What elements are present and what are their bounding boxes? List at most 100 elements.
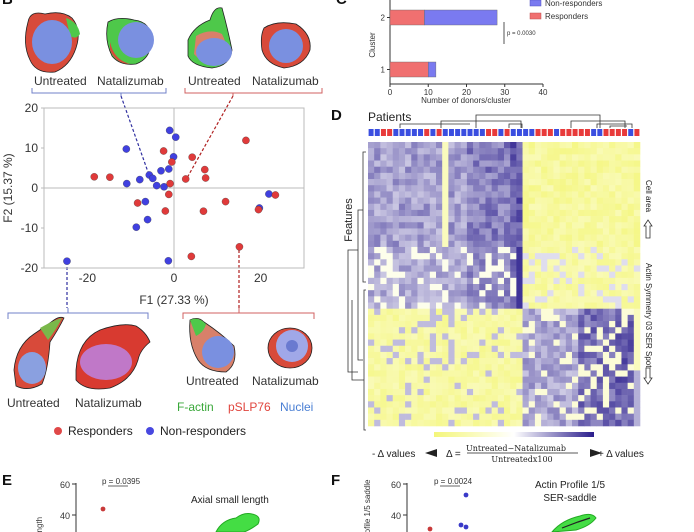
heatmap-cell bbox=[423, 302, 431, 309]
heatmap-cell bbox=[374, 265, 381, 272]
heatmap-cell bbox=[491, 388, 499, 396]
heatmap-cell bbox=[572, 407, 579, 414]
heatmap-cell bbox=[621, 351, 628, 359]
heatmap-cell bbox=[442, 345, 449, 353]
heatmap-cell bbox=[473, 228, 480, 235]
heatmap-cell bbox=[436, 179, 443, 186]
patient-marker-non-responder bbox=[467, 129, 473, 136]
heatmap-cell bbox=[596, 333, 604, 340]
heatmap-cell bbox=[516, 197, 523, 205]
heatmap-cell bbox=[417, 413, 424, 421]
heatmap-cell bbox=[565, 265, 573, 272]
heatmap-cell bbox=[386, 376, 394, 384]
heatmap-cell bbox=[522, 339, 530, 347]
heatmap-cell bbox=[479, 419, 486, 427]
heatmap-cell bbox=[578, 253, 585, 260]
heatmap-cell bbox=[374, 339, 381, 347]
heatmap-cell bbox=[460, 172, 468, 180]
heatmap-cell bbox=[528, 216, 536, 223]
heatmap-cell bbox=[454, 191, 462, 198]
heatmap-cell bbox=[368, 216, 375, 223]
heatmap-cell bbox=[368, 407, 375, 414]
heatmap-cell bbox=[584, 191, 591, 198]
heatmap-cell bbox=[615, 407, 622, 414]
heatmap-cell bbox=[386, 197, 394, 205]
heatmap-cell bbox=[497, 216, 505, 223]
heatmap-cell bbox=[504, 333, 511, 340]
heatmap-cell bbox=[510, 333, 517, 340]
pca-point-responders bbox=[168, 158, 176, 166]
heatmap-cell bbox=[417, 284, 424, 291]
heatmap-cell bbox=[590, 203, 598, 211]
heatmap-cell bbox=[621, 166, 628, 174]
heatmap-cell bbox=[553, 185, 560, 192]
heatmap-cell bbox=[405, 333, 412, 340]
panel-e-tick-label-60: 60 bbox=[60, 480, 70, 490]
heatmap-cell bbox=[454, 290, 462, 297]
heatmap-cell bbox=[429, 216, 437, 223]
heatmap-cell bbox=[596, 314, 604, 322]
heatmap-cell bbox=[380, 333, 387, 340]
heatmap-cell bbox=[559, 191, 567, 198]
heatmap-cell bbox=[398, 222, 406, 229]
heatmap-cell bbox=[522, 259, 530, 266]
heatmap-cell bbox=[374, 142, 381, 149]
heatmap-cell bbox=[429, 222, 437, 229]
heatmap-cell bbox=[528, 234, 536, 242]
heatmap-cell bbox=[448, 395, 455, 402]
heatmap-cell bbox=[473, 284, 480, 291]
heatmap-cell bbox=[398, 197, 406, 205]
heatmap-cell bbox=[436, 308, 443, 316]
heatmap-cell bbox=[553, 376, 560, 384]
heatmap-cell bbox=[466, 413, 474, 421]
heatmap-cell bbox=[497, 209, 505, 217]
heatmap-cell bbox=[565, 388, 573, 396]
heatmap-cell bbox=[491, 228, 499, 235]
heatmap-cell bbox=[386, 339, 394, 347]
heatmap-cell bbox=[448, 160, 455, 167]
heatmap-cell bbox=[504, 296, 511, 303]
heatmap-cell bbox=[497, 277, 505, 285]
heatmap-cell bbox=[442, 351, 449, 359]
heatmap-cell bbox=[436, 339, 443, 347]
heatmap-cell bbox=[368, 228, 375, 235]
heatmap-cell bbox=[442, 358, 449, 365]
heatmap-cell bbox=[596, 271, 604, 279]
heatmap-cell bbox=[627, 197, 635, 205]
heatmap-cell bbox=[460, 253, 468, 260]
heatmap-cell bbox=[466, 284, 474, 291]
heatmap-cell bbox=[448, 290, 455, 297]
heatmap-cell bbox=[491, 154, 499, 161]
heatmap-cell bbox=[528, 148, 536, 155]
heatmap-cell bbox=[528, 197, 536, 205]
heatmap-cell bbox=[479, 228, 486, 235]
heatmap-cell bbox=[602, 240, 610, 248]
heatmap-cell bbox=[392, 172, 400, 180]
heatmap-cell bbox=[429, 259, 437, 266]
heatmap-cell bbox=[466, 197, 474, 205]
heatmap-cell bbox=[374, 302, 381, 309]
heatmap-cell bbox=[448, 277, 455, 285]
heatmap-cell bbox=[522, 160, 530, 167]
heatmap-cell bbox=[436, 191, 443, 198]
heatmap-cell bbox=[590, 395, 598, 402]
heatmap-cell bbox=[578, 240, 585, 248]
heatmap-cell bbox=[466, 339, 474, 347]
heatmap-cell bbox=[479, 345, 486, 353]
heatmap-cell bbox=[584, 401, 591, 408]
heatmap-cell bbox=[460, 259, 468, 266]
heatmap-cell bbox=[510, 160, 517, 167]
heatmap-cell bbox=[392, 333, 400, 340]
heatmap-cell bbox=[405, 172, 412, 180]
heatmap-cell bbox=[479, 234, 486, 242]
heatmap-cell bbox=[479, 333, 486, 340]
heatmap-cell bbox=[572, 302, 579, 309]
heatmap-cell bbox=[460, 160, 468, 167]
heatmap-cell bbox=[448, 240, 455, 248]
heatmap-cell bbox=[572, 253, 579, 260]
heatmap-cell bbox=[454, 308, 462, 316]
heatmap-cell bbox=[602, 401, 610, 408]
heatmap-cell bbox=[596, 327, 604, 334]
heatmap-cell bbox=[386, 253, 394, 260]
heatmap-cell bbox=[429, 321, 437, 328]
